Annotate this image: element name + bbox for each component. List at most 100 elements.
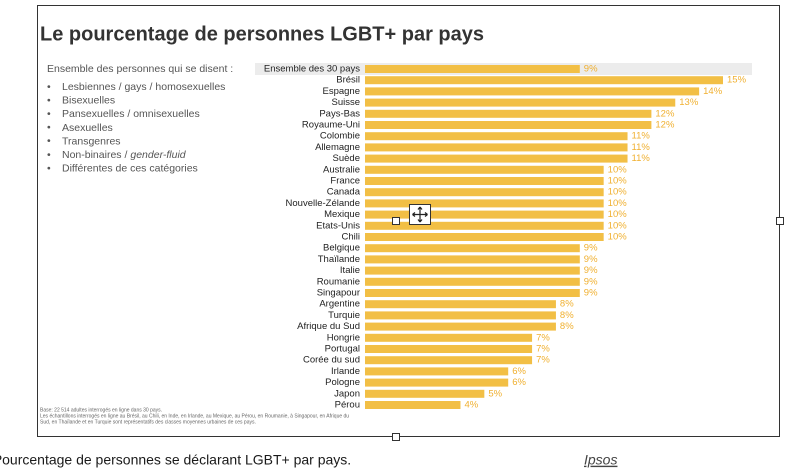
value-label: 7% xyxy=(536,344,550,355)
bar xyxy=(365,389,485,398)
bar xyxy=(365,322,556,331)
category-label: Mexique xyxy=(324,209,360,220)
bar xyxy=(365,210,604,219)
caption-source: Ipsos xyxy=(584,452,617,468)
category-label: Australie xyxy=(323,164,360,175)
value-label: 13% xyxy=(679,97,699,108)
category-label: Roumanie xyxy=(317,276,360,287)
category-label: Belgique xyxy=(323,243,360,254)
chart-title: Le pourcentage de personnes LGBT+ par pa… xyxy=(40,23,484,45)
value-label: 8% xyxy=(560,321,574,332)
group-item: Asexuelles xyxy=(62,122,113,134)
value-label: 7% xyxy=(536,332,550,343)
bar xyxy=(365,154,628,163)
category-label: Corée du sud xyxy=(303,355,360,366)
category-label: Canada xyxy=(327,187,361,198)
value-label: 10% xyxy=(608,164,628,175)
bar xyxy=(365,199,604,208)
category-label: Pologne xyxy=(325,377,360,388)
bar xyxy=(365,401,461,409)
handle[interactable] xyxy=(776,217,784,225)
category-label: Thaïlande xyxy=(318,254,360,265)
category-label: Colombie xyxy=(320,131,360,142)
value-label: 10% xyxy=(608,232,628,243)
value-label: 7% xyxy=(536,355,550,366)
group-text: Bisexuelles xyxy=(62,94,115,106)
bar xyxy=(365,277,580,286)
bar xyxy=(365,76,723,85)
group-item: Différentes de ces catégories xyxy=(62,162,198,174)
bullet: • xyxy=(47,122,51,134)
category-label: Irlande xyxy=(331,366,360,377)
bar xyxy=(365,289,580,297)
group-text: Lesbiennes / gays / homosexuelles xyxy=(62,81,225,93)
handle[interactable] xyxy=(392,433,400,441)
category-label: Chili xyxy=(342,232,360,243)
value-label: 10% xyxy=(608,209,628,220)
bar xyxy=(365,121,652,129)
category-label: Allemagne xyxy=(315,142,360,153)
value-label: 9% xyxy=(584,288,598,299)
group-text: Pansexuelles / omnisexuelles xyxy=(62,108,200,120)
value-label: 6% xyxy=(512,377,526,388)
value-label: 10% xyxy=(608,220,628,231)
value-label: 12% xyxy=(655,120,675,131)
bar xyxy=(365,188,604,197)
value-label: 12% xyxy=(655,108,675,119)
category-label: Japon xyxy=(334,388,360,399)
category-label: Espagne xyxy=(322,86,360,97)
category-label: Singapour xyxy=(317,288,360,299)
value-label: 9% xyxy=(584,243,598,254)
bullet: • xyxy=(47,81,51,93)
value-label: 15% xyxy=(727,75,747,86)
bar xyxy=(365,255,580,264)
value-label: 11% xyxy=(632,131,651,142)
value-label: 5% xyxy=(488,388,502,399)
bar xyxy=(365,165,604,174)
note: Les échantillons interrogés en ligne au … xyxy=(40,413,349,419)
bar xyxy=(365,266,580,275)
value-label: 9% xyxy=(584,64,598,75)
category-label: Suède xyxy=(333,153,360,164)
bar xyxy=(365,109,652,118)
category-label: Afrique du Sud xyxy=(297,321,360,332)
category-label: Etats-Unis xyxy=(316,220,360,231)
bullet: • xyxy=(47,149,51,161)
group-item: Pansexuelles / omnisexuelles xyxy=(62,108,200,120)
value-label: 4% xyxy=(464,400,478,411)
group-text: Différentes de ces catégories xyxy=(62,162,198,174)
bar xyxy=(365,345,533,353)
note: Sud, en Thaïlande et en Turquie sont rep… xyxy=(40,419,256,425)
subtitle: Ensemble des personnes qui se disent : xyxy=(47,63,233,75)
value-label: 8% xyxy=(560,299,574,310)
value-label: 11% xyxy=(632,153,651,164)
bar xyxy=(365,143,628,152)
bar xyxy=(365,311,556,320)
bar xyxy=(365,244,580,253)
group-item: Lesbiennes / gays / homosexuelles xyxy=(62,81,225,93)
handle[interactable] xyxy=(392,217,400,225)
bar xyxy=(365,65,580,73)
bullet: • xyxy=(47,108,51,120)
category-label: Turquie xyxy=(328,310,360,321)
value-label: 9% xyxy=(584,276,598,287)
category-label: Italie xyxy=(340,265,360,276)
move-icon[interactable] xyxy=(409,204,431,225)
category-label: Pays-Bas xyxy=(319,108,360,119)
category-label: Pérou xyxy=(335,400,360,411)
value-label: 10% xyxy=(608,198,628,209)
bar xyxy=(365,132,628,141)
category-label: Ensemble des 30 pays xyxy=(264,64,360,75)
category-label: Brésil xyxy=(336,75,360,86)
category-label: France xyxy=(330,176,360,187)
value-label: 8% xyxy=(560,310,574,321)
category-label: Nouvelle-Zélande xyxy=(286,198,360,209)
bar xyxy=(365,367,509,376)
bullet: • xyxy=(47,94,51,106)
group-item: Transgenres xyxy=(62,135,121,147)
category-label: Portugal xyxy=(325,344,360,355)
caption: Pourcentage de personnes se déclarant LG… xyxy=(0,452,351,468)
group-item: Bisexuelles xyxy=(62,94,115,106)
bar xyxy=(365,221,604,230)
